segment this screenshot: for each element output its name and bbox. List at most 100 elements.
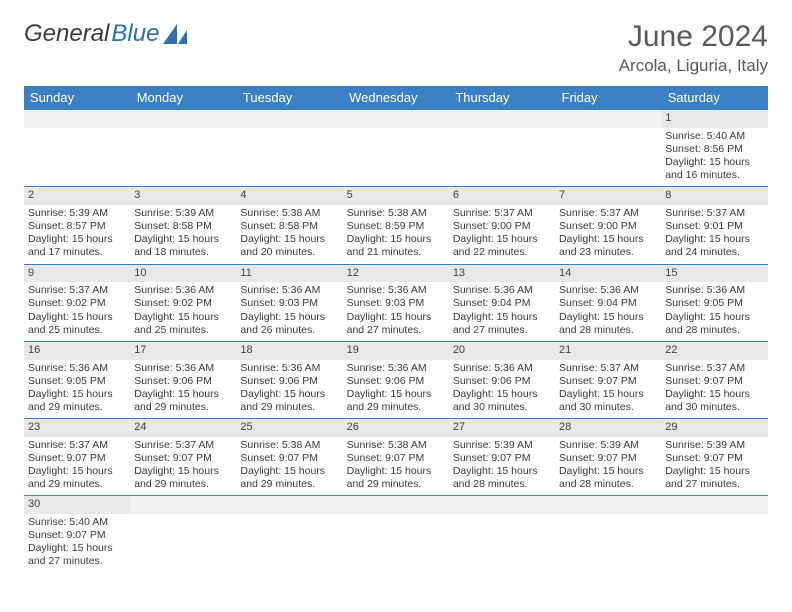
calendar-day-cell: [343, 110, 449, 187]
calendar-day-cell: [661, 496, 767, 573]
calendar-day-cell: 22Sunrise: 5:37 AMSunset: 9:07 PMDayligh…: [661, 341, 767, 418]
col-saturday: Saturday: [661, 86, 767, 110]
day-detail-line: Sunrise: 5:36 AM: [134, 284, 232, 297]
day-detail-line: Daylight: 15 hours and 28 minutes.: [559, 311, 657, 337]
day-detail-line: Sunrise: 5:39 AM: [665, 439, 763, 452]
day-detail-line: Sunrise: 5:39 AM: [134, 207, 232, 220]
day-number: [449, 496, 555, 514]
calendar-day-cell: 30Sunrise: 5:40 AMSunset: 9:07 PMDayligh…: [24, 496, 130, 573]
day-detail-line: Sunset: 9:07 PM: [28, 529, 126, 542]
day-number: 22: [661, 342, 767, 360]
calendar-day-cell: 1Sunrise: 5:40 AMSunset: 8:56 PMDaylight…: [661, 110, 767, 187]
day-detail-line: Sunset: 9:01 PM: [665, 220, 763, 233]
calendar-day-cell: 13Sunrise: 5:36 AMSunset: 9:04 PMDayligh…: [449, 264, 555, 341]
day-detail-line: Sunrise: 5:37 AM: [453, 207, 551, 220]
col-tuesday: Tuesday: [236, 86, 342, 110]
day-detail-line: Sunset: 9:05 PM: [28, 375, 126, 388]
day-detail-line: Daylight: 15 hours and 27 minutes.: [665, 465, 763, 491]
day-detail-line: Sunset: 9:07 PM: [240, 452, 338, 465]
calendar-day-cell: 28Sunrise: 5:39 AMSunset: 9:07 PMDayligh…: [555, 419, 661, 496]
day-detail-line: Sunrise: 5:39 AM: [559, 439, 657, 452]
calendar-day-cell: 6Sunrise: 5:37 AMSunset: 9:00 PMDaylight…: [449, 187, 555, 264]
day-number: 16: [24, 342, 130, 360]
calendar-day-cell: [236, 110, 342, 187]
calendar-day-cell: 16Sunrise: 5:36 AMSunset: 9:05 PMDayligh…: [24, 341, 130, 418]
day-number: [555, 496, 661, 514]
day-detail-line: Daylight: 15 hours and 16 minutes.: [665, 156, 763, 182]
calendar-day-cell: 24Sunrise: 5:37 AMSunset: 9:07 PMDayligh…: [130, 419, 236, 496]
calendar-day-cell: 25Sunrise: 5:38 AMSunset: 9:07 PMDayligh…: [236, 419, 342, 496]
col-sunday: Sunday: [24, 86, 130, 110]
day-detail-line: Sunrise: 5:36 AM: [665, 284, 763, 297]
day-detail-line: Daylight: 15 hours and 21 minutes.: [347, 233, 445, 259]
day-number: 19: [343, 342, 449, 360]
day-detail-line: Daylight: 15 hours and 25 minutes.: [134, 311, 232, 337]
day-detail-line: Sunrise: 5:36 AM: [240, 284, 338, 297]
day-detail-line: Daylight: 15 hours and 30 minutes.: [559, 388, 657, 414]
day-detail-line: Sunset: 9:02 PM: [28, 297, 126, 310]
day-detail-line: Sunset: 9:07 PM: [134, 452, 232, 465]
day-number: [661, 496, 767, 514]
day-number: 26: [343, 419, 449, 437]
calendar-day-cell: 8 Sunrise: 5:37 AMSunset: 9:01 PMDaylight…: [661, 187, 767, 264]
calendar-day-cell: 9Sunrise: 5:37 AMSunset: 9:02 PMDaylight…: [24, 264, 130, 341]
day-detail-line: Sunset: 9:07 PM: [28, 452, 126, 465]
calendar-day-cell: 4Sunrise: 5:38 AMSunset: 8:58 PMDaylight…: [236, 187, 342, 264]
day-number: 2: [24, 187, 130, 205]
day-number: 7: [555, 187, 661, 205]
logo-sail-icon: [163, 24, 189, 44]
day-number: 13: [449, 265, 555, 283]
calendar-week-row: 2Sunrise: 5:39 AMSunset: 8:57 PMDaylight…: [24, 187, 768, 264]
day-number: [130, 496, 236, 514]
day-detail-line: Daylight: 15 hours and 24 minutes.: [665, 233, 763, 259]
day-detail-line: Sunset: 9:06 PM: [134, 375, 232, 388]
day-detail-line: Daylight: 15 hours and 29 minutes.: [134, 465, 232, 491]
day-detail-line: Sunrise: 5:36 AM: [240, 362, 338, 375]
day-detail-line: Sunrise: 5:38 AM: [240, 439, 338, 452]
day-detail-line: Sunset: 9:05 PM: [665, 297, 763, 310]
day-number: [343, 110, 449, 128]
calendar-page: GeneralBlue June 2024 Arcola, Liguria, I…: [0, 0, 792, 593]
day-number: 21: [555, 342, 661, 360]
day-detail-line: Sunrise: 5:39 AM: [453, 439, 551, 452]
day-number: 18: [236, 342, 342, 360]
day-number: 3: [130, 187, 236, 205]
day-number: 24: [130, 419, 236, 437]
day-detail-line: Daylight: 15 hours and 25 minutes.: [28, 311, 126, 337]
day-detail-line: Sunrise: 5:40 AM: [28, 516, 126, 529]
day-detail-line: Sunset: 9:02 PM: [134, 297, 232, 310]
day-detail-line: Daylight: 15 hours and 29 minutes.: [240, 388, 338, 414]
calendar-day-cell: [449, 496, 555, 573]
day-detail-line: Sunset: 8:59 PM: [347, 220, 445, 233]
calendar-day-cell: [555, 496, 661, 573]
day-detail-line: Sunrise: 5:37 AM: [665, 362, 763, 375]
day-detail-line: Sunset: 9:07 PM: [559, 452, 657, 465]
day-detail-line: Daylight: 15 hours and 20 minutes.: [240, 233, 338, 259]
day-detail-line: Sunrise: 5:36 AM: [28, 362, 126, 375]
day-number: 14: [555, 265, 661, 283]
day-number: [555, 110, 661, 128]
calendar-day-cell: 19Sunrise: 5:36 AMSunset: 9:06 PMDayligh…: [343, 341, 449, 418]
day-detail-line: Sunrise: 5:37 AM: [559, 362, 657, 375]
day-detail-line: Sunset: 9:07 PM: [453, 452, 551, 465]
day-detail-line: Daylight: 15 hours and 26 minutes.: [240, 311, 338, 337]
day-detail-line: Sunset: 9:07 PM: [347, 452, 445, 465]
day-detail-line: Sunset: 9:07 PM: [559, 375, 657, 388]
calendar-day-cell: 21 Sunrise: 5:37 AMSunset: 9:07 PMDayligh…: [555, 341, 661, 418]
day-number: 10: [130, 265, 236, 283]
day-detail-line: Sunrise: 5:37 AM: [559, 207, 657, 220]
day-detail-line: Daylight: 15 hours and 23 minutes.: [559, 233, 657, 259]
day-detail-line: Sunset: 8:58 PM: [240, 220, 338, 233]
day-detail-line: Sunrise: 5:37 AM: [665, 207, 763, 220]
page-header: GeneralBlue June 2024 Arcola, Liguria, I…: [24, 20, 768, 76]
calendar-day-cell: 7Sunrise: 5:37 AMSunset: 9:00 PMDaylight…: [555, 187, 661, 264]
day-number: 20: [449, 342, 555, 360]
calendar-day-cell: 10Sunrise: 5:36 AMSunset: 9:02 PMDayligh…: [130, 264, 236, 341]
day-number: [449, 110, 555, 128]
day-detail-line: Sunrise: 5:36 AM: [453, 362, 551, 375]
day-detail-line: Daylight: 15 hours and 30 minutes.: [665, 388, 763, 414]
day-number: 8: [661, 187, 767, 205]
day-detail-line: Sunset: 9:00 PM: [453, 220, 551, 233]
month-title: June 2024: [619, 20, 768, 54]
day-number: 27: [449, 419, 555, 437]
